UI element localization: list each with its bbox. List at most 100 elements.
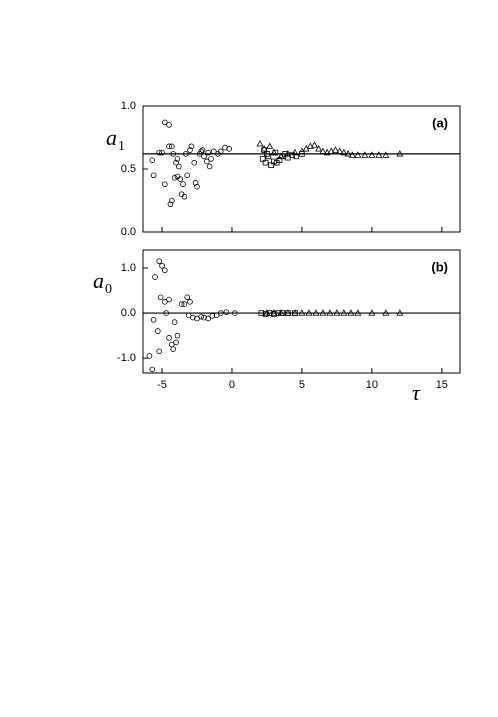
point — [340, 148, 348, 156]
point — [176, 163, 182, 170]
y-axis-label-sub: 0 — [105, 282, 112, 297]
point — [344, 150, 352, 157]
point — [174, 332, 181, 339]
point — [169, 143, 175, 150]
point — [262, 159, 269, 166]
point — [217, 148, 224, 155]
point — [162, 119, 168, 126]
point — [162, 181, 168, 187]
point — [368, 151, 376, 158]
y-axis-label: a — [93, 268, 104, 293]
point — [270, 148, 278, 156]
point — [305, 309, 313, 316]
point — [231, 310, 238, 316]
x-axis-label: τ — [412, 380, 421, 405]
point — [256, 139, 264, 147]
point — [150, 317, 157, 323]
point — [183, 151, 189, 157]
point — [258, 310, 265, 316]
point — [340, 309, 348, 316]
point — [293, 153, 300, 160]
point — [150, 172, 157, 179]
point — [159, 149, 165, 156]
point — [149, 157, 156, 163]
point — [319, 309, 327, 316]
point — [181, 193, 188, 200]
point — [170, 151, 177, 157]
point — [226, 146, 232, 152]
point — [277, 152, 285, 159]
y-tick-label: 1.0 — [121, 100, 136, 112]
point — [203, 158, 210, 165]
y-tick-label: 1.0 — [121, 262, 136, 274]
point — [306, 142, 314, 149]
y-axis-label: a — [106, 125, 117, 150]
point — [171, 175, 178, 181]
point — [201, 314, 207, 321]
point — [205, 315, 211, 322]
point — [146, 353, 153, 359]
point — [291, 309, 299, 316]
point — [319, 147, 327, 154]
point — [327, 147, 335, 154]
point — [270, 309, 278, 316]
point — [155, 328, 161, 334]
point — [174, 156, 181, 162]
point — [223, 309, 230, 315]
point — [178, 301, 185, 307]
point — [156, 348, 163, 355]
point — [191, 159, 198, 166]
point — [213, 312, 220, 319]
point — [187, 299, 193, 305]
point — [181, 301, 188, 307]
panel-label: (a) — [432, 115, 448, 130]
point — [173, 159, 179, 166]
point — [205, 149, 211, 156]
point — [169, 197, 175, 204]
point — [173, 339, 179, 346]
point — [180, 181, 186, 187]
point — [375, 151, 383, 158]
point — [277, 309, 285, 316]
point — [184, 294, 191, 301]
point — [162, 267, 168, 274]
point — [167, 201, 174, 208]
panel-label: (b) — [431, 259, 448, 274]
point — [217, 310, 224, 316]
point — [166, 335, 172, 341]
x-tick-label: 10 — [366, 379, 378, 391]
point — [152, 274, 158, 280]
y-tick-label: -1.0 — [117, 352, 136, 364]
point — [312, 309, 320, 316]
point — [163, 310, 170, 316]
point — [201, 153, 207, 160]
point — [190, 314, 196, 321]
point — [396, 150, 404, 157]
point — [166, 143, 172, 150]
y-tick-label: 0.0 — [121, 226, 136, 238]
point — [198, 313, 204, 320]
point — [262, 311, 269, 317]
y-tick-label: 0.0 — [121, 307, 136, 319]
x-tick-label: -5 — [157, 379, 167, 391]
point — [298, 309, 306, 316]
y-tick-label: 0.5 — [121, 163, 136, 175]
point — [199, 147, 206, 153]
point — [170, 346, 177, 352]
point — [184, 172, 191, 179]
point — [368, 309, 376, 316]
point — [315, 144, 323, 152]
point — [192, 180, 199, 186]
point — [208, 156, 214, 162]
point — [266, 142, 274, 149]
point — [361, 151, 369, 158]
point — [185, 312, 192, 319]
point — [171, 319, 178, 325]
point — [260, 144, 268, 152]
point — [284, 150, 292, 157]
point — [166, 122, 172, 128]
point — [210, 148, 217, 155]
x-tick-label: 0 — [229, 379, 235, 391]
point — [156, 149, 163, 156]
point — [206, 163, 213, 170]
